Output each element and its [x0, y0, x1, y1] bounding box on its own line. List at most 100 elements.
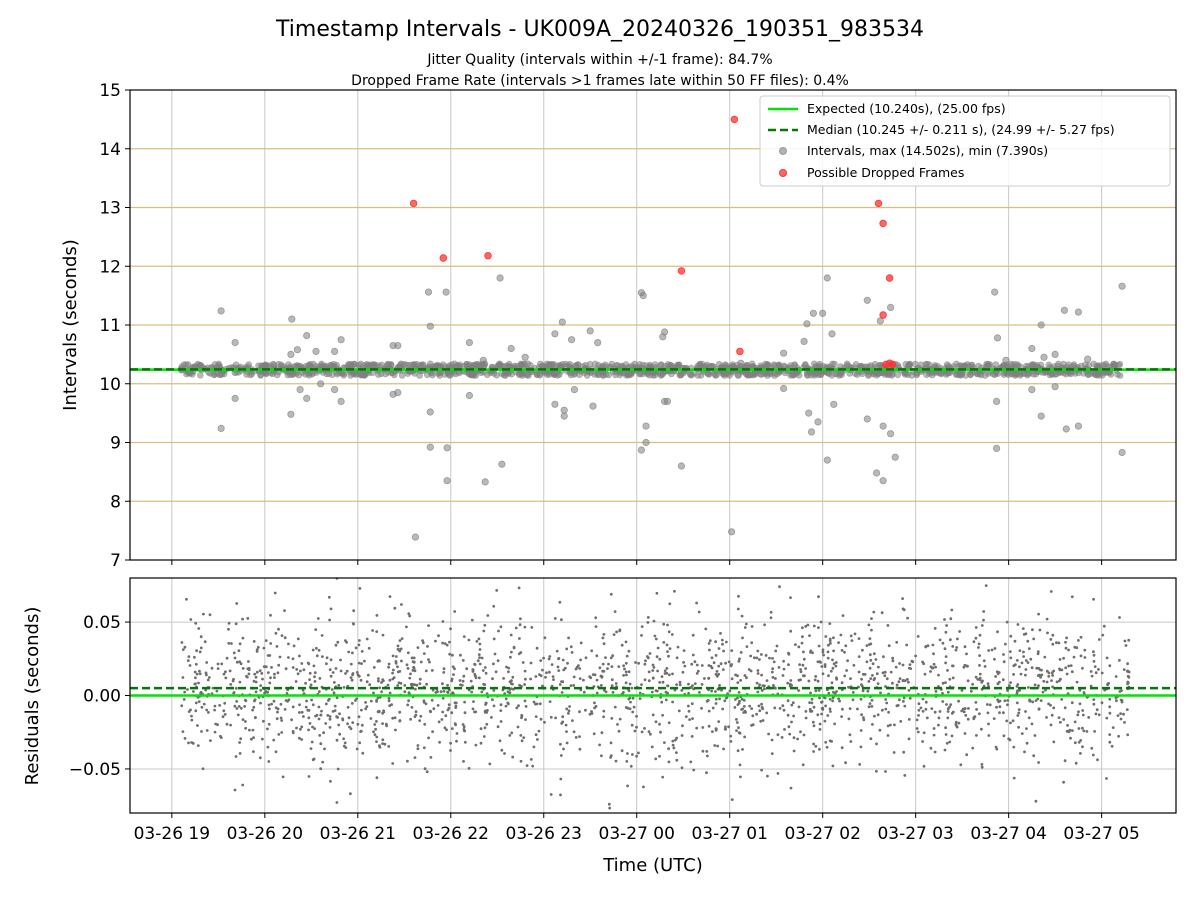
residual-point: [879, 691, 882, 695]
residual-point: [665, 667, 669, 670]
residual-point: [248, 728, 251, 732]
residual-point: [996, 672, 1000, 676]
residuals-y-label: Residuals (seconds): [22, 607, 43, 786]
residual-point: [595, 678, 599, 682]
residual-point: [256, 645, 260, 649]
residual-point: [737, 731, 741, 735]
residual-point: [861, 672, 865, 676]
residual-point: [216, 667, 220, 670]
residual-point: [1036, 674, 1040, 677]
residual-point: [948, 677, 952, 681]
residual-point: [180, 704, 184, 708]
residual-point: [241, 667, 245, 670]
residual-point: [1003, 699, 1007, 703]
residual-point: [244, 720, 247, 723]
residual-point: [400, 603, 403, 606]
residual-point: [1127, 670, 1131, 674]
residual-point: [609, 656, 613, 660]
residual-point: [951, 645, 955, 648]
residual-point: [311, 703, 315, 707]
residual-point: [381, 678, 385, 681]
residual-point: [300, 725, 304, 729]
interval-point: [1002, 356, 1010, 364]
dropped-frame-point: [677, 267, 686, 275]
residual-point: [310, 740, 314, 744]
residual-point: [1037, 707, 1041, 711]
residual-point: [916, 730, 920, 734]
residual-point: [886, 734, 890, 737]
residual-point: [971, 746, 975, 750]
residual-point: [261, 677, 264, 681]
residual-point: [628, 696, 632, 700]
residual-point: [479, 727, 483, 731]
interval-point: [1030, 370, 1037, 378]
residual-point: [1020, 661, 1024, 665]
residual-point: [646, 621, 650, 624]
interval-point: [217, 307, 225, 315]
residual-point: [516, 725, 520, 729]
residual-point: [567, 636, 570, 640]
residual-point: [446, 691, 450, 694]
residual-point: [724, 661, 727, 665]
residual-point: [609, 592, 613, 596]
residual-point: [467, 638, 471, 642]
residual-point: [479, 741, 483, 745]
residual-point: [387, 665, 390, 669]
residual-point: [635, 725, 638, 729]
residual-point: [671, 672, 674, 676]
residual-point: [381, 722, 384, 725]
residual-point: [749, 669, 753, 673]
residual-point: [807, 679, 811, 683]
residual-point: [691, 653, 695, 657]
residual-point: [336, 716, 339, 719]
interval-point: [501, 362, 508, 370]
residual-point: [492, 662, 495, 666]
residual-point: [980, 763, 984, 766]
residual-point: [375, 720, 378, 723]
interval-point: [1011, 360, 1018, 368]
residual-point: [1051, 674, 1054, 677]
interval-point: [288, 315, 296, 323]
residual-point: [543, 720, 546, 724]
residual-point: [1070, 670, 1074, 674]
residual-point: [387, 696, 391, 700]
residual-point: [287, 642, 290, 646]
residual-point: [1066, 729, 1069, 733]
interval-point: [361, 370, 369, 377]
residual-point: [519, 617, 522, 621]
residual-point: [323, 747, 326, 751]
residual-point: [235, 707, 239, 710]
residual-point: [560, 691, 564, 694]
residual-point: [561, 715, 565, 719]
residual-point: [396, 670, 400, 674]
interval-point: [566, 360, 574, 368]
residual-point: [707, 642, 711, 645]
residual-point: [1096, 758, 1099, 762]
interval-point: [936, 369, 943, 377]
interval-point: [991, 288, 999, 296]
interval-point: [517, 361, 525, 369]
residual-point: [279, 716, 283, 720]
residual-point: [721, 668, 725, 671]
residual-point: [915, 718, 919, 722]
residual-point: [812, 742, 815, 746]
residual-point: [1090, 746, 1094, 750]
residual-point: [886, 624, 890, 627]
residual-point: [483, 623, 487, 627]
residual-point: [825, 745, 829, 749]
residual-point: [369, 699, 373, 703]
residual-point: [767, 732, 770, 736]
residual-point: [1042, 679, 1046, 683]
residual-point: [258, 669, 262, 673]
residual-point: [436, 704, 440, 707]
residual-point: [375, 735, 379, 739]
residual-point: [889, 723, 892, 727]
residual-point: [320, 634, 324, 637]
residual-point: [531, 764, 535, 768]
residual-point: [1008, 650, 1012, 653]
residual-point: [482, 735, 486, 738]
residual-point: [841, 707, 844, 711]
residual-point: [729, 734, 733, 738]
residual-point: [610, 678, 614, 682]
residual-point: [1125, 708, 1129, 711]
